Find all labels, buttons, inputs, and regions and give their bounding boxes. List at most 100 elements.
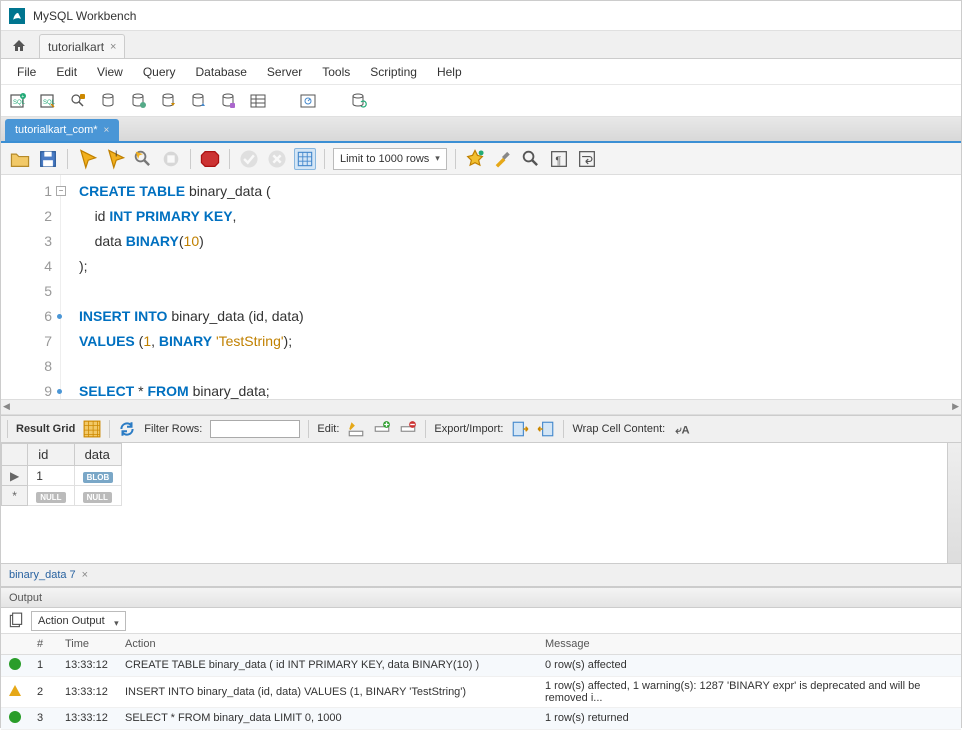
close-icon[interactable]: × <box>110 41 116 53</box>
output-row[interactable]: 313:33:12SELECT * FROM binary_data LIMIT… <box>1 707 961 729</box>
commit-icon[interactable] <box>238 148 260 170</box>
toggle-invisible-icon[interactable]: ¶ <box>548 148 570 170</box>
column-header[interactable]: data <box>74 444 122 466</box>
svg-text:¶: ¶ <box>555 154 561 166</box>
cell[interactable]: BLOB <box>74 466 122 486</box>
svg-text:⤶A: ⤶A <box>675 425 689 437</box>
open-sql-icon[interactable]: SQL <box>37 90 59 112</box>
limit-rows-combo[interactable]: Limit to 1000 rows <box>333 148 447 170</box>
output-copy-icon[interactable] <box>7 612 25 630</box>
output-toolbar: Action Output <box>1 608 961 634</box>
menu-query[interactable]: Query <box>133 59 186 85</box>
result-tab[interactable]: binary_data 7× <box>9 569 88 581</box>
editor-tab-label: tutorialkart_com* <box>15 124 98 136</box>
table-icon[interactable] <box>247 90 269 112</box>
execute-current-icon[interactable]: I <box>104 148 126 170</box>
wrap-icon[interactable] <box>576 148 598 170</box>
success-icon <box>9 711 21 723</box>
output-type-combo[interactable]: Action Output <box>31 611 126 631</box>
refresh-icon[interactable] <box>118 420 136 438</box>
grid-view-icon[interactable] <box>83 420 101 438</box>
menu-view[interactable]: View <box>87 59 133 85</box>
result-grid-label: Result Grid <box>16 423 75 435</box>
menu-edit[interactable]: Edit <box>46 59 87 85</box>
db-icon-5[interactable] <box>217 90 239 112</box>
output-column-header[interactable]: Action <box>117 634 537 654</box>
stop-on-error-icon[interactable] <box>199 148 221 170</box>
save-icon[interactable] <box>37 148 59 170</box>
filter-rows-label: Filter Rows: <box>144 423 202 435</box>
home-icon[interactable] <box>5 34 33 58</box>
app-icon <box>9 8 25 24</box>
app-title: MySQL Workbench <box>33 9 136 23</box>
wrap-cell-icon[interactable]: ⤶A <box>673 420 691 438</box>
output-column-header[interactable]: Message <box>537 634 961 654</box>
svg-text:I: I <box>115 148 117 158</box>
wrap-cell-label: Wrap Cell Content: <box>572 423 665 435</box>
output-row[interactable]: 213:33:12INSERT INTO binary_data (id, da… <box>1 676 961 707</box>
db-refresh-icon[interactable] <box>347 90 369 112</box>
output-row[interactable]: 113:33:12CREATE TABLE binary_data ( id I… <box>1 654 961 676</box>
output-column-header[interactable] <box>1 634 29 654</box>
import-icon[interactable] <box>537 420 555 438</box>
output-column-header[interactable]: Time <box>57 634 117 654</box>
horizontal-scrollbar[interactable] <box>1 399 961 415</box>
editor-tab[interactable]: tutorialkart_com* × <box>5 119 119 141</box>
edit-row-icon[interactable] <box>347 420 365 438</box>
close-icon[interactable]: × <box>104 125 110 136</box>
rollback-icon[interactable] <box>266 148 288 170</box>
close-icon[interactable]: × <box>82 569 88 581</box>
output-header: Output <box>1 588 961 608</box>
cell[interactable]: 1 <box>28 466 74 486</box>
output-table: #TimeActionMessage113:33:12CREATE TABLE … <box>1 634 961 730</box>
beautify-icon[interactable] <box>464 148 486 170</box>
delete-row-icon[interactable] <box>399 420 417 438</box>
connection-tab[interactable]: tutorialkart × <box>39 34 125 58</box>
explain-icon[interactable] <box>132 148 154 170</box>
result-grid[interactable]: iddata▶1BLOB*NULLNULL <box>1 443 947 563</box>
db-icon-1[interactable] <box>97 90 119 112</box>
menu-file[interactable]: File <box>7 59 46 85</box>
menu-scripting[interactable]: Scripting <box>360 59 427 85</box>
menu-database[interactable]: Database <box>186 59 257 85</box>
column-header[interactable]: id <box>28 444 74 466</box>
new-sql-tab-icon[interactable]: SQL+ <box>7 90 29 112</box>
autocommit-icon[interactable] <box>294 148 316 170</box>
filter-rows-input[interactable] <box>210 420 300 438</box>
connection-tab-label: tutorialkart <box>48 40 104 54</box>
menu-server[interactable]: Server <box>257 59 312 85</box>
svg-text:SQL: SQL <box>43 100 56 106</box>
success-icon <box>9 658 21 670</box>
menu-tools[interactable]: Tools <box>312 59 360 85</box>
db-icon-3[interactable] <box>157 90 179 112</box>
db-icon-4[interactable] <box>187 90 209 112</box>
svg-text:+: + <box>21 94 24 100</box>
result-tab-bar: binary_data 7× <box>1 563 961 587</box>
add-row-icon[interactable] <box>373 420 391 438</box>
stop-icon[interactable] <box>160 148 182 170</box>
inspector-icon[interactable] <box>67 90 89 112</box>
edit-label: Edit: <box>317 423 339 435</box>
execute-icon[interactable] <box>76 148 98 170</box>
cell[interactable]: NULL <box>74 486 122 506</box>
warning-icon <box>9 685 21 696</box>
result-toolbar: Result Grid Filter Rows: Edit: Export/Im… <box>1 415 961 443</box>
menubar: FileEditViewQueryDatabaseServerToolsScri… <box>1 59 961 85</box>
svg-text:SQL: SQL <box>13 100 26 106</box>
main-toolbar: SQL+ SQL <box>1 85 961 117</box>
find-icon[interactable] <box>520 148 542 170</box>
dashboard-icon[interactable] <box>297 90 319 112</box>
db-icon-2[interactable] <box>127 90 149 112</box>
export-icon[interactable] <box>511 420 529 438</box>
menu-help[interactable]: Help <box>427 59 472 85</box>
editor-toolbar: I Limit to 1000 rows ¶ <box>1 143 961 175</box>
row-marker[interactable]: * <box>2 486 28 506</box>
sql-editor[interactable]: 1−23456789 CREATE TABLE binary_data ( id… <box>1 175 961 399</box>
row-marker[interactable]: ▶ <box>2 466 28 486</box>
home-tabs: tutorialkart × <box>1 31 961 59</box>
cell[interactable]: NULL <box>28 486 74 506</box>
export-import-label: Export/Import: <box>434 423 503 435</box>
open-file-icon[interactable] <box>9 148 31 170</box>
brush-icon[interactable] <box>492 148 514 170</box>
output-column-header[interactable]: # <box>29 634 57 654</box>
